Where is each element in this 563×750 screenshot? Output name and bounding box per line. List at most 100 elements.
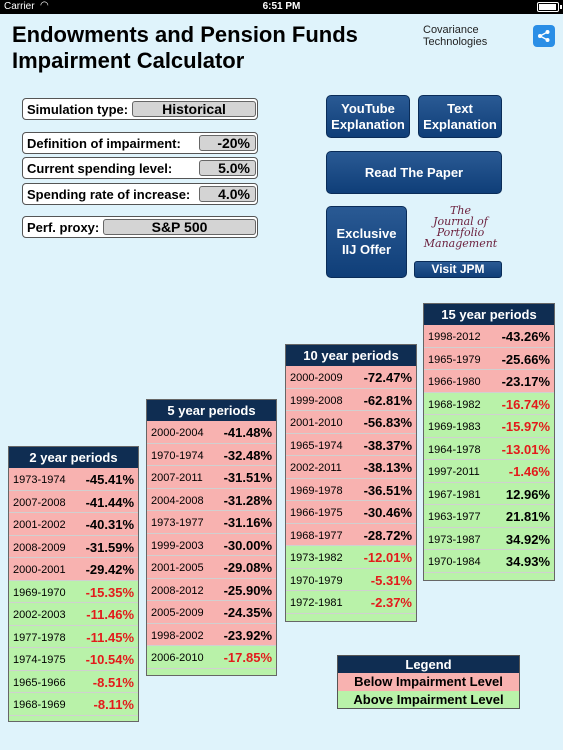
period-row[interactable]: 1966-1980 -23.17% [424,370,554,393]
read-paper-button[interactable]: Read The Paper [326,151,502,194]
period-return: -41.44% [85,494,134,510]
period-row[interactable]: 1998-2007 -0.79% [286,613,416,622]
period-return: -41.48% [223,425,272,440]
period-row[interactable]: 1968-1977 -28.72% [286,523,416,546]
period-row[interactable]: 2002-2011 -38.13% [286,456,416,479]
text-explanation-button[interactable]: Text Explanation [418,95,502,138]
panel-10-year[interactable]: 10 year periods 2000-2009 -72.47% 1999-2008… [285,344,417,622]
period-row[interactable]: 1972-1973 -7.72% [9,715,138,721]
period-years: 1970-1974 [151,449,204,462]
panel-5-year[interactable]: 5 year periods 2000-2004 -41.48% 1970-1974 -… [146,399,277,676]
period-return: -25.66% [501,351,550,367]
panel-title: 2 year periods [9,447,138,468]
period-years: 1997-2011 [428,466,480,478]
period-row[interactable]: 1965-1966 -8.51% [9,670,138,693]
period-row[interactable]: 1969-1978 -36.51% [286,478,416,501]
period-row[interactable]: 1999-2008 -62.81% [286,388,416,411]
period-row[interactable]: 2001-2002 -40.31% [9,513,138,536]
period-row[interactable]: 2005-2009 -24.35% [147,601,276,624]
period-row[interactable]: 2001-2005 -29.08% [147,556,276,579]
period-row[interactable]: 1970-1984 34.93% [424,550,554,573]
period-row[interactable]: 2008-2012 -25.90% [147,578,276,601]
period-row[interactable]: 1973-1982 -12.01% [286,546,416,569]
simulation-type-value[interactable]: Historical [132,101,256,117]
period-row[interactable]: 1999-2003 -30.00% [147,533,276,556]
period-row[interactable]: 1968-1982 -16.74% [424,392,554,415]
visit-jpm-button[interactable]: Visit JPM [414,261,502,278]
status-bar: Carrier ◠ 6:51 PM [0,0,563,14]
period-return: -31.51% [223,470,272,485]
period-row[interactable]: 1965-1979 -25.66% [424,347,554,370]
period-return: -11.46% [86,607,134,622]
period-return: -56.83% [363,415,412,430]
period-return: -45.41% [85,472,134,487]
period-row[interactable]: 1967-1981 12.96% [424,482,554,505]
jpm-logo[interactable]: The Journal of Portfolio Management [423,205,498,260]
share-button[interactable] [533,25,555,47]
spending-level-value[interactable]: 5.0% [199,160,256,176]
period-row[interactable]: 1998-2012 -43.26% [424,325,554,348]
period-row[interactable]: 1974-1975 -10.54% [9,648,138,671]
period-return: -11.45% [86,629,134,645]
period-row[interactable]: 1970-1974 -32.48% [147,443,276,466]
period-row[interactable]: 1973-1977 -31.16% [147,511,276,534]
spending-level-label: Current spending level: [27,161,173,176]
period-years: 2001-2002 [13,519,66,531]
period-return: -0.79% [371,618,412,622]
period-years: 1966-1975 [290,507,343,519]
period-row[interactable]: 1966-1975 -30.46% [286,501,416,524]
legend: Legend Below Impairment Level Above Impa… [337,655,520,709]
period-row[interactable]: 2002-2003 -11.46% [9,603,138,626]
period-row[interactable]: 2007-2011 -31.51% [147,466,276,489]
panel-title: 15 year periods [424,304,554,325]
period-row[interactable]: 1969-1973 -17.78% [147,668,276,675]
period-row[interactable]: 2001-2010 -56.83% [286,411,416,434]
period-row[interactable]: 1969-1983 -15.97% [424,415,554,438]
perf-proxy-label: Perf. proxy: [27,220,100,235]
period-row[interactable]: 1998-2002 -23.92% [147,623,276,646]
spending-increase-value[interactable]: 4.0% [199,186,256,202]
period-years: 1968-1969 [13,699,66,711]
simulation-type-field[interactable]: Simulation type: Historical [22,98,258,120]
panel-15-year[interactable]: 15 year periods 1998-2012 -43.26% 1965-1979… [423,303,555,581]
period-row[interactable]: 2007-2008 -41.44% [9,490,138,513]
period-row[interactable]: 2008-2009 -31.59% [9,535,138,558]
impairment-field[interactable]: Definition of impairment: -20% [22,132,258,154]
impairment-value[interactable]: -20% [199,135,256,151]
panel-2-year[interactable]: 2 year periods 1973-1974 -45.41% 2007-2008 -… [8,446,139,722]
perf-proxy-value[interactable]: S&P 500 [103,219,256,235]
spending-increase-field[interactable]: Spending rate of increase: 4.0% [22,183,258,205]
period-row[interactable]: 2006-2010 -17.85% [147,646,276,669]
period-row[interactable]: 1972-1981 -2.37% [286,591,416,614]
period-years: 1998-2012 [428,331,481,343]
period-row[interactable]: 1996-2010 38.70% [424,572,554,581]
period-years: 2000-2001 [13,564,66,576]
youtube-explanation-button[interactable]: YouTube Explanation [326,95,410,138]
period-row[interactable]: 1963-1977 21.81% [424,505,554,528]
wifi-icon: ◠ [40,0,49,11]
period-years: 1970-1984 [428,556,481,568]
period-row[interactable]: 2000-2004 -41.48% [147,421,276,444]
period-row[interactable]: 2000-2009 -72.47% [286,366,416,389]
period-years: 1967-1981 [428,488,481,501]
period-years: 2002-2011 [290,462,342,474]
period-years: 1969-1970 [13,586,66,599]
period-row[interactable]: 1964-1978 -13.01% [424,437,554,460]
period-row[interactable]: 1969-1970 -15.35% [9,580,138,603]
period-row[interactable]: 2000-2001 -29.42% [9,558,138,581]
spending-level-field[interactable]: Current spending level: 5.0% [22,157,258,179]
period-row[interactable]: 1970-1979 -5.31% [286,568,416,591]
period-row[interactable]: 1997-2011 -1.46% [424,460,554,483]
iij-offer-button[interactable]: Exclusive IIJ Offer [326,206,407,278]
period-row[interactable]: 1968-1969 -8.11% [9,693,138,716]
period-row[interactable]: 1977-1978 -11.45% [9,625,138,648]
period-return: -29.42% [85,562,134,577]
period-years: 1996-2010 [428,579,481,581]
period-row[interactable]: 2004-2008 -31.28% [147,488,276,511]
period-row[interactable]: 1965-1974 -38.37% [286,433,416,456]
period-return: -32.48% [223,447,272,463]
period-row[interactable]: 1973-1987 34.92% [424,527,554,550]
period-return: 12.96% [505,486,550,502]
perf-proxy-field[interactable]: Perf. proxy: S&P 500 [22,216,258,238]
period-row[interactable]: 1973-1974 -45.41% [9,468,138,491]
